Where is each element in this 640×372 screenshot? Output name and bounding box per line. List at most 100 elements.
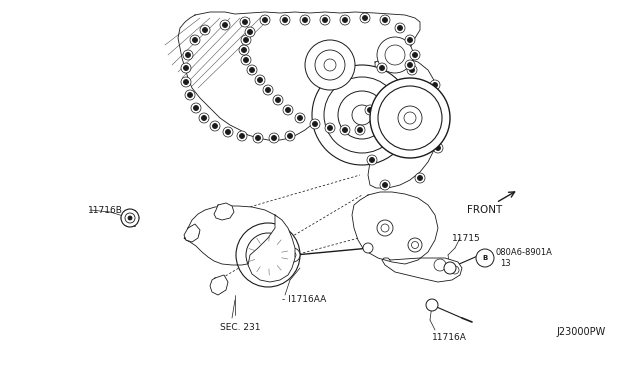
Circle shape [340, 125, 350, 135]
Circle shape [342, 128, 348, 132]
Circle shape [369, 157, 374, 163]
Circle shape [275, 97, 280, 103]
Circle shape [225, 129, 230, 135]
Text: J23000PW: J23000PW [556, 327, 605, 337]
Circle shape [271, 135, 276, 141]
Polygon shape [184, 224, 200, 242]
Circle shape [193, 38, 198, 42]
Circle shape [255, 135, 260, 141]
Circle shape [260, 15, 270, 25]
Circle shape [433, 83, 438, 87]
Circle shape [362, 16, 367, 20]
Circle shape [191, 103, 201, 113]
Circle shape [398, 106, 422, 130]
Text: B: B [483, 255, 488, 261]
Circle shape [250, 67, 255, 73]
Circle shape [451, 266, 459, 274]
Text: 11715: 11715 [452, 234, 481, 243]
Circle shape [413, 52, 417, 58]
Circle shape [181, 63, 191, 73]
Circle shape [223, 22, 227, 28]
Circle shape [412, 241, 419, 248]
Circle shape [125, 213, 135, 223]
Circle shape [183, 50, 193, 60]
Circle shape [305, 40, 355, 90]
Circle shape [324, 77, 400, 153]
Circle shape [360, 13, 370, 23]
Circle shape [385, 45, 405, 65]
Circle shape [212, 124, 218, 128]
Text: FRONT: FRONT [467, 205, 502, 215]
Circle shape [298, 115, 303, 121]
Circle shape [266, 87, 271, 93]
Circle shape [243, 58, 248, 62]
Circle shape [262, 17, 268, 22]
Circle shape [340, 15, 350, 25]
Circle shape [202, 28, 207, 32]
Circle shape [295, 113, 305, 123]
Circle shape [273, 95, 283, 105]
Circle shape [187, 227, 199, 239]
Circle shape [220, 207, 230, 217]
Circle shape [300, 15, 310, 25]
Circle shape [181, 77, 191, 87]
Circle shape [258, 245, 278, 265]
Circle shape [417, 176, 422, 180]
Polygon shape [214, 203, 234, 220]
Circle shape [370, 78, 450, 158]
Text: 11716B: 11716B [88, 205, 123, 215]
Circle shape [215, 279, 225, 289]
Circle shape [435, 110, 445, 120]
Polygon shape [368, 58, 442, 188]
Circle shape [285, 108, 291, 112]
Circle shape [257, 77, 262, 83]
Circle shape [408, 62, 413, 67]
Circle shape [220, 20, 230, 30]
Circle shape [241, 55, 251, 65]
Polygon shape [184, 206, 285, 265]
Circle shape [283, 105, 293, 115]
Circle shape [338, 91, 386, 139]
Circle shape [188, 93, 193, 97]
Circle shape [315, 50, 345, 80]
Circle shape [239, 45, 249, 55]
Circle shape [210, 121, 220, 131]
Circle shape [476, 249, 494, 267]
Circle shape [383, 108, 387, 112]
Circle shape [410, 50, 420, 60]
Circle shape [395, 23, 405, 33]
Circle shape [320, 15, 330, 25]
Circle shape [202, 115, 207, 121]
Circle shape [365, 105, 375, 115]
Circle shape [377, 63, 387, 73]
Circle shape [236, 223, 300, 287]
Circle shape [243, 38, 248, 42]
Circle shape [355, 125, 365, 135]
Circle shape [286, 248, 300, 262]
Circle shape [193, 106, 198, 110]
Circle shape [328, 125, 333, 131]
Circle shape [377, 220, 393, 236]
Circle shape [408, 38, 413, 42]
Circle shape [405, 35, 415, 45]
Circle shape [392, 97, 397, 103]
Circle shape [378, 86, 442, 150]
Circle shape [186, 52, 191, 58]
Circle shape [380, 180, 390, 190]
Polygon shape [210, 275, 228, 295]
Circle shape [241, 48, 246, 52]
Circle shape [223, 127, 233, 137]
Text: - I1716AA: - I1716AA [282, 295, 326, 305]
Circle shape [255, 75, 265, 85]
Circle shape [248, 29, 253, 35]
Circle shape [285, 131, 295, 141]
Circle shape [426, 299, 438, 311]
Circle shape [383, 183, 387, 187]
Circle shape [383, 17, 387, 22]
Circle shape [434, 259, 446, 271]
Circle shape [433, 143, 443, 153]
Circle shape [121, 209, 139, 227]
Circle shape [367, 155, 377, 165]
Circle shape [358, 128, 362, 132]
Circle shape [377, 37, 413, 73]
